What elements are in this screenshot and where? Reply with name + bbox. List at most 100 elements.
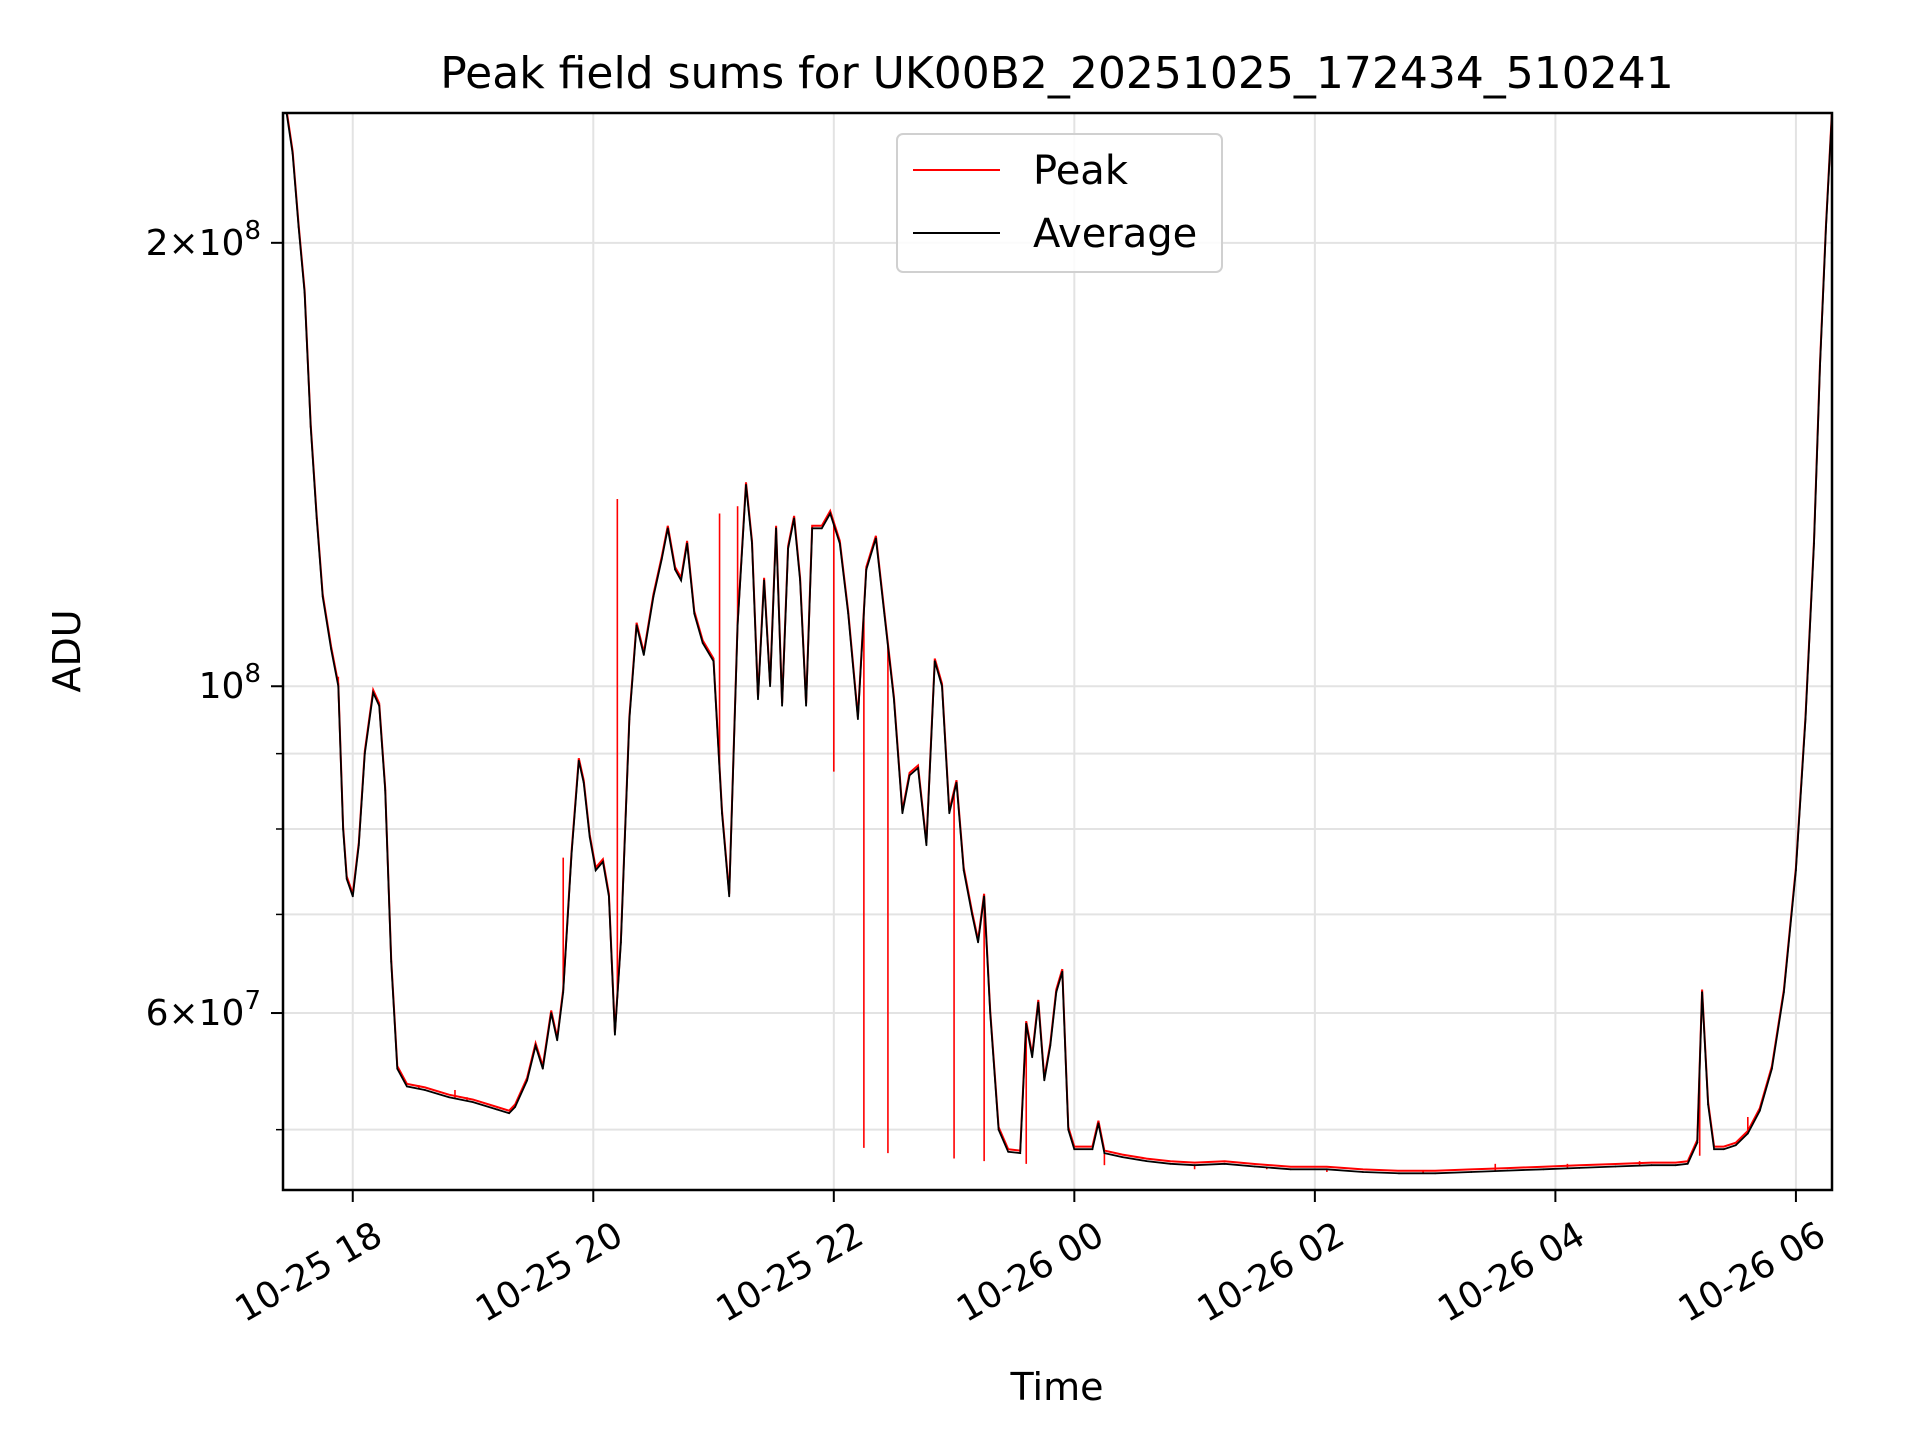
average-data-point <box>608 896 610 898</box>
average-data-point <box>847 613 849 615</box>
average-data-point <box>769 685 771 687</box>
average-data-point <box>1819 365 1821 367</box>
average-data-point <box>1771 1068 1773 1070</box>
average-data-point <box>390 961 392 963</box>
average-data-point <box>1170 1163 1172 1165</box>
x-tick-label: 10-26 06 <box>1672 1214 1833 1330</box>
average-data-point <box>1723 1148 1725 1150</box>
x-tick-label: 10-26 04 <box>1431 1214 1592 1330</box>
average-data-point <box>1696 1142 1698 1144</box>
average-data-point <box>316 518 318 520</box>
chart-canvas: Peak field sums for UK00B2_20251025_1724… <box>0 0 1920 1440</box>
average-data-point <box>1651 1164 1653 1166</box>
average-data-point <box>364 753 366 755</box>
average-data-point <box>1825 226 1827 228</box>
y-tick-label: 108 <box>199 659 261 707</box>
average-data-point <box>372 692 374 694</box>
average-data-point <box>713 660 715 662</box>
average-data-point <box>737 624 739 626</box>
x-tick-label: 10-26 00 <box>950 1214 1111 1330</box>
average-data-point <box>352 896 354 898</box>
average-data-point <box>1098 1122 1100 1124</box>
y-tick-label: 2×108 <box>146 216 261 264</box>
average-data-point <box>304 292 306 294</box>
average-data-point <box>496 1109 498 1111</box>
average-data-point <box>1194 1164 1196 1166</box>
average-data-point <box>1104 1152 1106 1154</box>
average-data-point <box>1813 543 1815 545</box>
average-data-point <box>757 698 759 700</box>
average-data-point <box>1254 1166 1256 1168</box>
y-axis-label: ADU <box>45 609 89 692</box>
average-data-point <box>448 1096 450 1098</box>
average-data-point <box>1506 1170 1508 1172</box>
average-data-point <box>839 543 841 545</box>
average-data-point <box>595 869 597 871</box>
average-data-point <box>653 596 655 598</box>
average-data-point <box>620 942 622 944</box>
average-data-point <box>909 774 911 776</box>
average-data-point <box>1067 1129 1069 1131</box>
average-data-point <box>1795 869 1797 871</box>
average-data-point <box>562 991 564 993</box>
average-data-point <box>721 812 723 814</box>
average-data-point <box>745 484 747 486</box>
average-data-point <box>893 698 895 700</box>
average-data-point <box>1025 1023 1027 1025</box>
average-data-point <box>1747 1133 1749 1135</box>
average-data-point <box>636 624 638 626</box>
average-data-point <box>322 596 324 598</box>
average-data-point <box>956 782 958 784</box>
y-axis: 6×107 108 2×108 <box>146 216 283 1130</box>
average-data-point <box>298 226 300 228</box>
average-data-point <box>406 1086 408 1088</box>
average-data-point <box>578 760 580 762</box>
average-data-point <box>998 1129 1000 1131</box>
average-data-point <box>396 1068 398 1070</box>
average-data-point <box>799 580 801 582</box>
y-tick-label: 6×107 <box>146 986 261 1034</box>
average-data-point <box>1146 1160 1148 1162</box>
average-data-point <box>629 718 631 720</box>
average-data-point <box>751 543 753 545</box>
average-data-point <box>384 789 386 791</box>
average-data-point <box>728 896 730 898</box>
average-data-point <box>571 853 573 855</box>
average-data-point <box>1687 1163 1689 1165</box>
legend-average-label: Average <box>1033 211 1197 257</box>
average-data-point <box>821 527 823 529</box>
average-data-point <box>1290 1168 1292 1170</box>
average-data-point <box>702 642 704 644</box>
average-data-point <box>614 1034 616 1036</box>
average-data-point <box>1073 1148 1075 1150</box>
average-data-point <box>775 527 777 529</box>
average-data-point <box>1007 1151 1009 1153</box>
average-data-point <box>1783 991 1785 993</box>
average-data-point <box>1543 1168 1545 1170</box>
average-data-point <box>674 569 676 571</box>
average-data-point <box>781 705 783 707</box>
grid <box>283 113 1832 1190</box>
average-data-point <box>556 1039 558 1041</box>
average-data-point <box>1224 1163 1226 1165</box>
average-data-point <box>1701 991 1703 993</box>
average-data-point <box>1362 1171 1364 1173</box>
average-data-point <box>472 1101 474 1103</box>
average-data-point <box>787 548 789 550</box>
average-data-point <box>508 1112 510 1114</box>
average-data-point <box>346 878 348 880</box>
average-data-point <box>337 685 339 687</box>
average-data-point <box>883 613 885 615</box>
average-data-point <box>1759 1110 1761 1112</box>
average-data-point <box>934 660 936 662</box>
chart-title: Peak field sums for UK00B2_20251025_1724… <box>440 48 1674 99</box>
x-axis: 10-25 18 10-25 20 10-25 22 10-26 00 10-26 02… <box>229 1190 1833 1331</box>
average-data-point <box>292 153 294 155</box>
average-data-point <box>1675 1164 1677 1166</box>
average-data-point <box>424 1089 426 1091</box>
plot-frame <box>283 113 1832 1190</box>
average-data-point <box>358 844 360 846</box>
average-data-point <box>1398 1172 1400 1174</box>
average-data-point <box>1326 1168 1328 1170</box>
average-data-point <box>514 1106 516 1108</box>
